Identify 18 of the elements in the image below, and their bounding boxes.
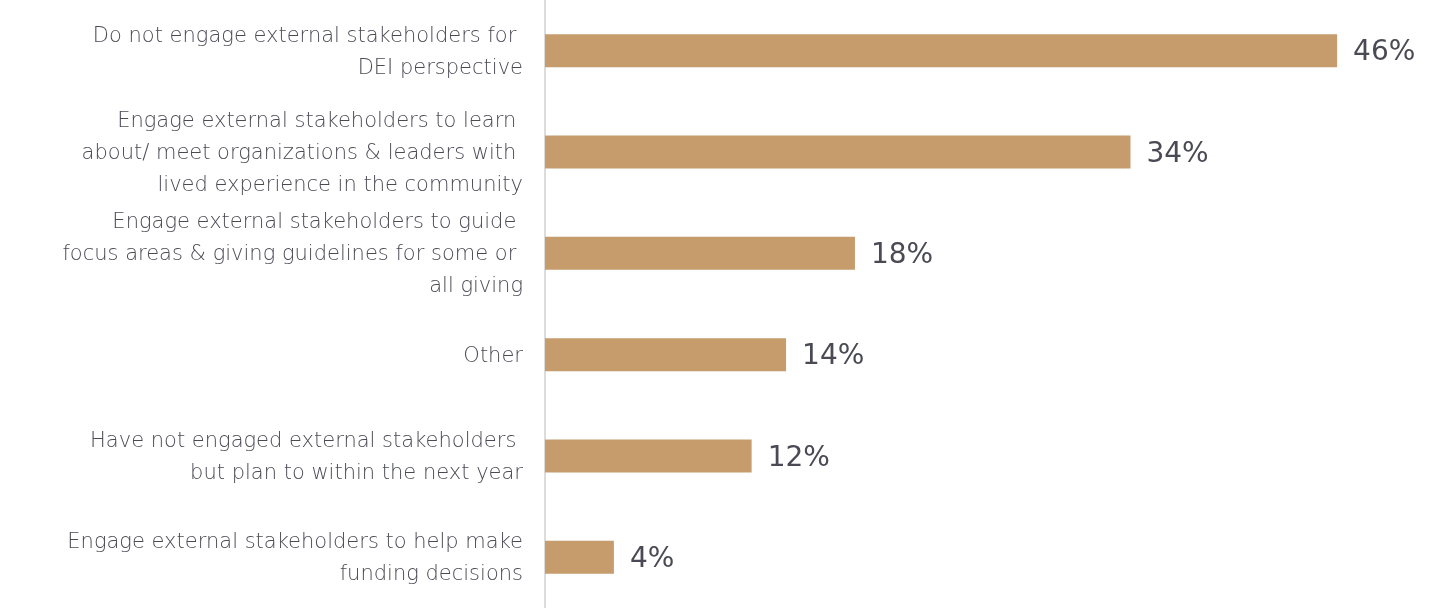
y-tick-label: Do not engage external stakeholders for DEI perspective — [92, 22, 523, 79]
data-label: 34% — [1146, 135, 1209, 169]
data-label: 4% — [629, 540, 675, 574]
bar — [545, 439, 752, 473]
bar — [545, 540, 614, 574]
y-tick-label: Other — [463, 342, 524, 367]
y-tick-label: Engage external stakeholders to help make funding decisions — [67, 529, 523, 586]
data-label: 12% — [767, 439, 830, 473]
bar — [545, 135, 1131, 169]
y-tick-label: Have not engaged external stakeholders but plan to within the next year — [90, 428, 524, 484]
data-label: 46% — [1353, 34, 1416, 68]
y-tick-label: Engage external stakeholders to guide focus areas & giving guidelines for some or all giving — [62, 209, 523, 298]
y-tick-label: Engage external stakeholders to learn about/ meet organizations & leaders with lived experience in the community — [81, 108, 523, 196]
bar — [545, 236, 855, 270]
bar — [545, 34, 1338, 68]
data-label: 14% — [802, 338, 865, 372]
data-label: 18% — [870, 236, 934, 270]
bar — [545, 338, 787, 372]
